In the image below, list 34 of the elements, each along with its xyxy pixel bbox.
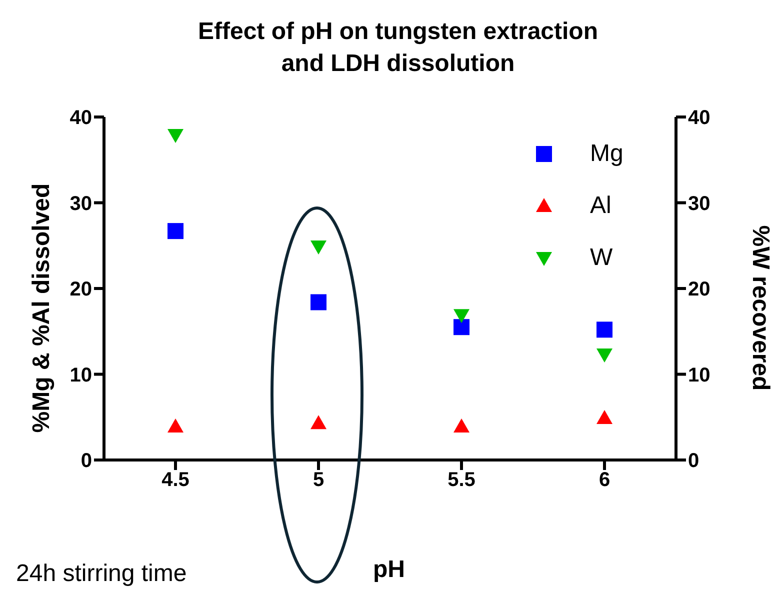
y-tick-label: 30 (70, 192, 92, 215)
y-tick-label: 40 (70, 107, 92, 130)
point (168, 223, 184, 240)
point (310, 294, 326, 310)
y2-tick-label: 0 (688, 450, 700, 472)
x-axis-title: pH (373, 556, 405, 584)
y2-axis-title: %W recovered (746, 225, 774, 391)
point (168, 129, 184, 144)
y-tick-label: 20 (70, 278, 92, 301)
y2-tick-label: 20 (688, 278, 710, 301)
x-tick-label: 5.5 (448, 469, 476, 492)
chart-title: Effect of pH on tungsten extraction and LDH dissolution (196, 17, 599, 79)
text: 24h stirring time (16, 560, 187, 588)
point (596, 410, 612, 424)
y2-tick-label: 10 (688, 364, 710, 386)
y2-tick-label: 40 (688, 107, 710, 130)
x-tick-label: 5 (312, 469, 324, 492)
point (454, 319, 470, 336)
legend-label: Al (590, 192, 612, 220)
point (310, 415, 326, 430)
x-tick-label: 6 (598, 469, 610, 492)
legend-label: Mg (590, 140, 624, 168)
legend-label: W (590, 244, 613, 272)
y-axis-title: %Mg & %Al dissolved (28, 183, 56, 433)
point (596, 322, 612, 338)
point (454, 309, 470, 324)
y2-tick-label: 30 (688, 192, 710, 215)
point (168, 418, 184, 433)
y-tick-label: 0 (80, 450, 92, 472)
x-tick-label: 4.5 (162, 469, 190, 492)
point (454, 418, 470, 433)
y-tick-label: 10 (70, 364, 92, 386)
point (596, 348, 612, 363)
point (310, 240, 326, 254)
